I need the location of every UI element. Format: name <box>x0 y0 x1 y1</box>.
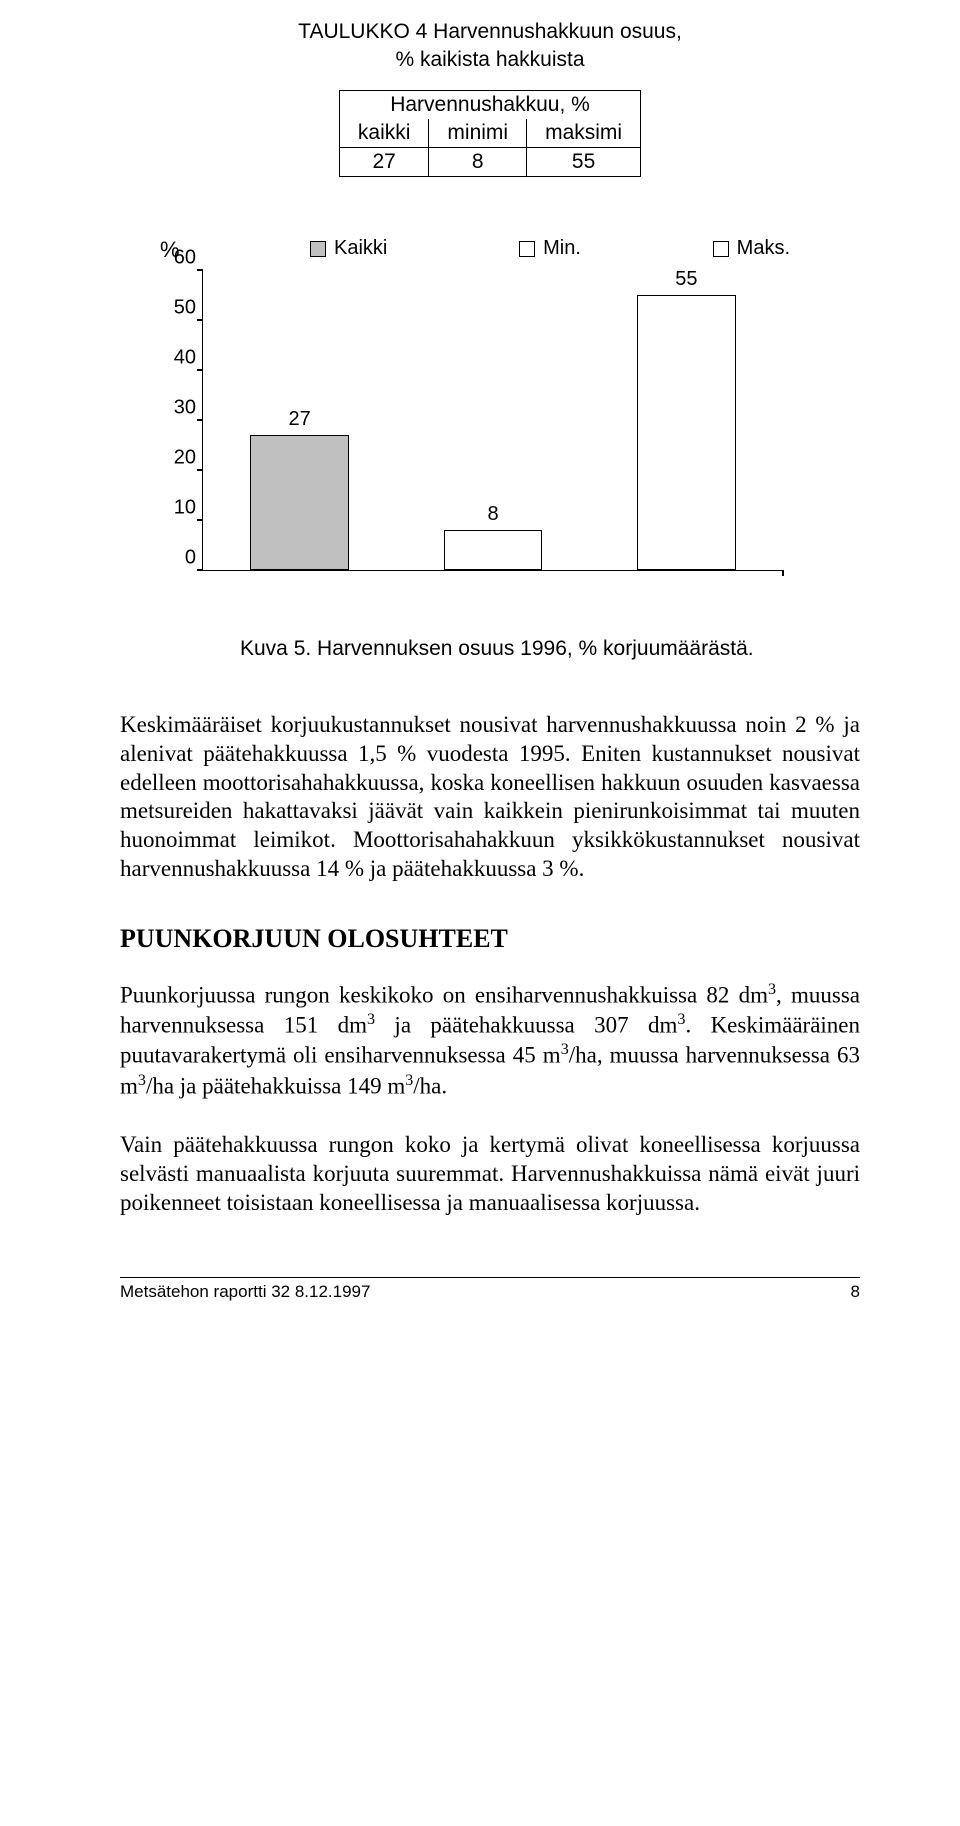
table-title-line2: % kaikista hakkuista <box>120 48 860 72</box>
table-span-header: Harvennushakkuu, % <box>339 91 640 120</box>
footer-right: 8 <box>851 1282 860 1302</box>
page-footer: Metsätehon raportti 32 8.12.1997 8 <box>120 1277 860 1302</box>
data-table: Harvennushakkuu, % kaikki minimi maksimi… <box>339 90 641 177</box>
footer-left: Metsätehon raportti 32 8.12.1997 <box>120 1282 370 1302</box>
table-cell-1: 8 <box>429 148 527 177</box>
paragraph-2: Puunkorjuussa rungon keskikoko on ensiha… <box>120 980 860 1102</box>
legend-item: Kaikki <box>310 237 387 260</box>
table-cell-0: 27 <box>339 148 429 177</box>
y-tick-label: 50 <box>174 297 196 320</box>
y-tick-mark <box>197 419 203 421</box>
y-tick-mark <box>197 369 203 371</box>
bar <box>250 435 349 570</box>
paragraph-3: Vain päätehakkuussa rungon koko ja kerty… <box>120 1131 860 1217</box>
table-col-1: minimi <box>429 119 527 148</box>
bar <box>444 530 543 570</box>
legend-label: Maks. <box>737 237 790 260</box>
figure-caption: Kuva 5. Harvennuksen osuus 1996, % korju… <box>240 637 860 661</box>
y-tick-label: 30 <box>174 397 196 420</box>
y-tick-mark <box>197 319 203 321</box>
table-cell-2: 55 <box>527 148 641 177</box>
legend-swatch <box>713 241 729 257</box>
legend-item: Min. <box>519 237 581 260</box>
section-heading: PUUNKORJUUN OLOSUHTEET <box>120 924 860 954</box>
legend-item: Maks. <box>713 237 790 260</box>
bar-chart: % KaikkiMin.Maks. 0102030405060 27855 <box>160 237 820 617</box>
y-tick-mark <box>197 569 203 571</box>
y-tick-label: 60 <box>174 247 196 270</box>
bar-value-label: 55 <box>675 268 697 291</box>
table-col-0: kaikki <box>339 119 429 148</box>
bar-value-label: 27 <box>289 408 311 431</box>
bar-value-label: 8 <box>487 503 498 526</box>
legend-swatch <box>310 241 326 257</box>
y-tick-mark <box>197 269 203 271</box>
y-tick-label: 10 <box>174 497 196 520</box>
legend-label: Min. <box>543 237 581 260</box>
legend-swatch <box>519 241 535 257</box>
bar <box>637 295 736 570</box>
y-tick-label: 40 <box>174 347 196 370</box>
chart-legend: Kaikki Min. Maks. <box>310 237 790 260</box>
y-tick-mark <box>197 469 203 471</box>
plot-area: 27 8 55 <box>202 271 782 571</box>
x-end-tick <box>782 570 784 576</box>
page: TAULUKKO 4 Harvennushakkuun osuus, % kai… <box>0 0 960 1342</box>
paragraph-1: Keskimääräiset korjuukustannukset nousiv… <box>120 711 860 884</box>
legend-label: Kaikki <box>334 237 387 260</box>
y-ticks: 0102030405060 <box>160 271 196 571</box>
y-tick-label: 0 <box>185 547 196 570</box>
y-tick-mark <box>197 519 203 521</box>
table-title-line1: TAULUKKO 4 Harvennushakkuun osuus, <box>120 20 860 44</box>
table-col-2: maksimi <box>527 119 641 148</box>
y-tick-label: 20 <box>174 447 196 470</box>
